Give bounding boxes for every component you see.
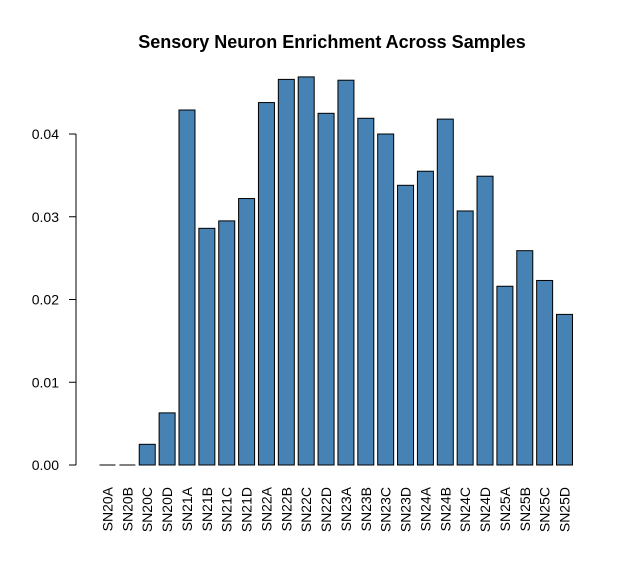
x-tick-label: SN24B: [437, 487, 453, 531]
x-tick-label: SN20B: [119, 487, 135, 531]
x-axis-labels: SN20A SN20B SN20C SN20D SN21A SN21B SN21C SN21D…: [100, 486, 573, 532]
x-tick-label: SN22C: [298, 487, 314, 532]
x-tick-label: SN22D: [318, 487, 334, 532]
chart-title: Sensory Neuron Enrichment Across Samples: [138, 32, 525, 52]
y-tick-label: 0.04: [32, 126, 59, 142]
bar-sn22b: [277, 78, 295, 466]
bar-sn20c: [138, 443, 156, 466]
bar-sn24b: [436, 118, 454, 466]
bar-sn21d: [238, 198, 256, 466]
y-axis: 0.00 0.01 0.02 0.03 0.04: [32, 126, 77, 473]
x-tick-label: SN23C: [378, 487, 394, 532]
x-tick-label: SN21D: [239, 487, 255, 532]
bar-sn24a: [416, 170, 434, 466]
bar-sn25d: [556, 313, 574, 466]
bar-sn23b: [357, 117, 375, 466]
x-tick-label: SN23B: [358, 487, 374, 531]
bar-sn21c: [218, 220, 236, 466]
x-tick-label: SN24D: [477, 487, 493, 532]
x-tick-label: SN22A: [258, 486, 274, 531]
x-tick-label: SN25A: [497, 486, 513, 531]
x-tick-label: SN21A: [179, 486, 195, 531]
x-tick-label: SN25C: [537, 487, 553, 532]
bar-sn22a: [257, 102, 275, 466]
bar-sn25c: [536, 279, 554, 466]
x-tick-label: SN21C: [219, 487, 235, 532]
x-tick-label: SN24A: [417, 486, 433, 531]
bar-sn23a: [337, 79, 355, 466]
x-tick-label: SN25D: [557, 487, 573, 532]
bar-sn23d: [397, 184, 415, 466]
bar-sn20d: [158, 412, 176, 466]
bar-sn22d: [317, 112, 335, 466]
bar-sn25a: [496, 285, 514, 466]
x-tick-label: SN21B: [199, 487, 215, 531]
bar-sn24c: [456, 210, 474, 466]
y-tick-label: 0.01: [32, 374, 59, 390]
bars: [99, 76, 574, 466]
y-tick-label: 0.00: [32, 457, 59, 473]
bar-sn21b: [198, 227, 216, 466]
x-tick-label: SN22B: [278, 487, 294, 531]
bar-sn23c: [377, 133, 395, 466]
y-tick-label: 0.02: [32, 292, 59, 308]
y-tick-label: 0.03: [32, 209, 59, 225]
x-tick-label: SN23A: [338, 486, 354, 531]
bar-sn21a: [178, 109, 196, 466]
x-tick-label: SN20A: [100, 486, 116, 531]
bar-sn22c: [297, 76, 315, 466]
x-tick-label: SN23D: [398, 487, 414, 532]
x-tick-label: SN20D: [159, 487, 175, 532]
x-tick-label: SN24C: [457, 487, 473, 532]
x-tick-label: SN25B: [517, 487, 533, 531]
bar-sn25b: [516, 250, 534, 466]
x-tick-label: SN20C: [139, 487, 155, 532]
bar-sn24d: [476, 175, 494, 466]
